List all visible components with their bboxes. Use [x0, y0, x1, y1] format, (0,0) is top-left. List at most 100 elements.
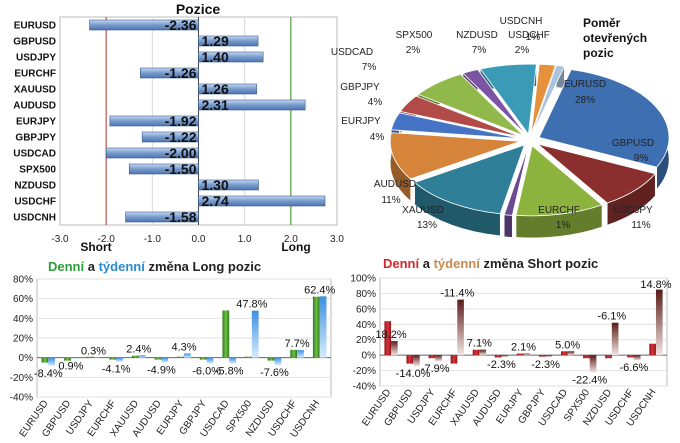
bar-weekly-nzdusd [274, 357, 282, 366]
category-label-usdjpy: USDJPY [16, 53, 56, 64]
bar-weekly-audusd [161, 357, 169, 363]
value-label-usdchf: 2.74 [202, 193, 229, 209]
chart-title-part: Denní [383, 256, 420, 271]
bar-weekly-usdcad [567, 351, 575, 356]
value-label-usdcnh: 14.8% [640, 279, 671, 291]
bar-audusd [198, 99, 306, 111]
value-label-usdjpy: 1.40 [202, 49, 229, 65]
pie-slice-spx500 [462, 69, 527, 135]
pie-label-spx500: SPX500 [396, 30, 433, 41]
value-label-gbpusd: -14.0% [396, 368, 431, 380]
y-tick-label: 80% [356, 289, 376, 300]
bar-daily-xauusd [131, 355, 139, 358]
pie-value-usdjpy: 11% [631, 220, 650, 231]
bar-weekly-gbpjpy [206, 357, 214, 364]
pie-slice-usdcnh [531, 64, 565, 135]
value-label-gbpjpy: -1.22 [165, 129, 197, 145]
value-label-nzdusd: 1.30 [202, 177, 229, 193]
bar-weekly-spx500 [589, 355, 597, 373]
bar-daily-audusd [154, 357, 162, 360]
bar-weekly-gbpjpy [545, 355, 553, 357]
pie-slice-eurusd [538, 69, 670, 168]
y-tick-label: 40% [13, 314, 33, 325]
value-label-usdcad: -2.00 [165, 145, 197, 161]
bar-spx500 [128, 163, 199, 175]
bar-usdcad [105, 147, 199, 159]
bar-weekly-xauusd [138, 355, 146, 358]
value-label-eurchf: -4.1% [102, 364, 131, 376]
value-label-usdcnh: -1.58 [165, 209, 197, 225]
value-label-usdcad: 5.0% [555, 339, 580, 351]
pie-value-spx500: 2% [406, 45, 421, 56]
value-label-spx500: -22.4% [572, 374, 607, 386]
category-label-usdcnh: USDCNH [13, 213, 56, 224]
category-label-usdcad: USDCAD [13, 149, 56, 160]
pie-title-line: Poměr [583, 16, 621, 30]
bar-eurjpy [109, 115, 199, 127]
value-label-eurchf: -11.4% [440, 288, 474, 300]
bar-daily-gbpjpy [199, 357, 207, 360]
pie-label-eurjpy: EURJPY [341, 116, 381, 127]
pie-label-nzdusd: NZDUSD [456, 30, 498, 41]
long-axis-label: Long [281, 240, 310, 254]
bar-weekly-usdcnh [319, 296, 327, 358]
bar-daily-usdchf [290, 349, 298, 358]
x-tick-label: 1.0 [238, 234, 252, 245]
y-tick-label: 0% [362, 351, 377, 362]
bar-daily-usdjpy [86, 356, 94, 358]
bar-weekly-eurchf [116, 357, 123, 362]
x-tick-label: -3.0 [51, 234, 69, 245]
bar-daily-eurchf [109, 357, 117, 360]
bar-usdjpy [198, 51, 264, 63]
pie-value-usdchf: 2% [515, 45, 530, 56]
x-tick-label: -2.0 [98, 234, 116, 245]
pie-value-gbpjpy: 4% [368, 97, 383, 108]
chart-title: Denní a týdenní změna Long pozic [48, 259, 261, 274]
chart-title-part: týdenní [99, 259, 146, 274]
value-label-eurjpy: 4.3% [171, 341, 196, 353]
value-label-xauusd: 1.26 [202, 81, 229, 97]
y-tick-label: 80% [13, 275, 33, 286]
bar-daily-usdcnh [649, 343, 656, 356]
pie-value-gbpusd: 9% [634, 153, 649, 164]
open-positions-pie-chart: EURUSD 28% GBPUSD 9% USDJPY 11% EURCHF 1% XAUUSD… [331, 16, 670, 239]
value-label-nzdusd: -6.1% [597, 311, 626, 323]
bar-weekly-usdcad [229, 357, 237, 364]
bar-daily-eurjpy [516, 353, 524, 356]
value-label-audusd: -4.9% [147, 364, 176, 376]
x-tick-label: -1.0 [144, 234, 162, 245]
pie-label-audusd: AUDUSD [374, 179, 416, 190]
pie-label-usdchf: USDCHF [508, 30, 550, 41]
pie-value-audusd: 11% [381, 195, 400, 206]
bar-weekly-eurusd [391, 341, 398, 356]
positions-chart: Pozice EURUSD -2.36 GBPUSD 1.29 USDJPY 1.40 EUR… [13, 1, 344, 254]
category-label-spx500: SPX500 [19, 165, 56, 176]
pie-slice-eurchf [503, 145, 529, 216]
bar-weekly-usdjpy [93, 357, 101, 359]
short-axis-label: Short [80, 240, 111, 254]
plot-area [379, 277, 668, 387]
value-label-usdcad: -5.8% [215, 365, 244, 377]
value-label-gbpusd: 1.29 [202, 33, 229, 49]
value-label-gbpjpy: -2.3% [531, 359, 560, 371]
value-label-usdjpy: 0.3% [81, 345, 106, 357]
pie-value-usdcnh: 1% [526, 32, 541, 43]
bar-daily-gbpusd [406, 355, 414, 364]
pie-label-gbpusd: GBPUSD [612, 138, 654, 149]
value-label-audusd: -2.3% [487, 359, 516, 371]
bar-daily-usdcad [561, 351, 568, 356]
bar-daily-eurusd [384, 321, 392, 356]
chart-title-part: týdenní [434, 256, 481, 271]
pie-label-usdjpy: USDJPY [613, 205, 653, 216]
bar-weekly-usdchf [633, 355, 641, 361]
value-label-eurjpy: 2.1% [511, 342, 536, 354]
bar-weekly-audusd [501, 355, 509, 357]
value-label-usdchf: 7.7% [285, 338, 310, 350]
pie-slice-usdcad [417, 73, 524, 136]
bar-daily-xauusd [472, 349, 480, 356]
y-tick-label: -40% [10, 393, 33, 404]
bar-daily-eurusd [41, 357, 49, 363]
y-tick-label: 60% [13, 294, 33, 305]
pie-title-line: otevřených [583, 31, 647, 45]
